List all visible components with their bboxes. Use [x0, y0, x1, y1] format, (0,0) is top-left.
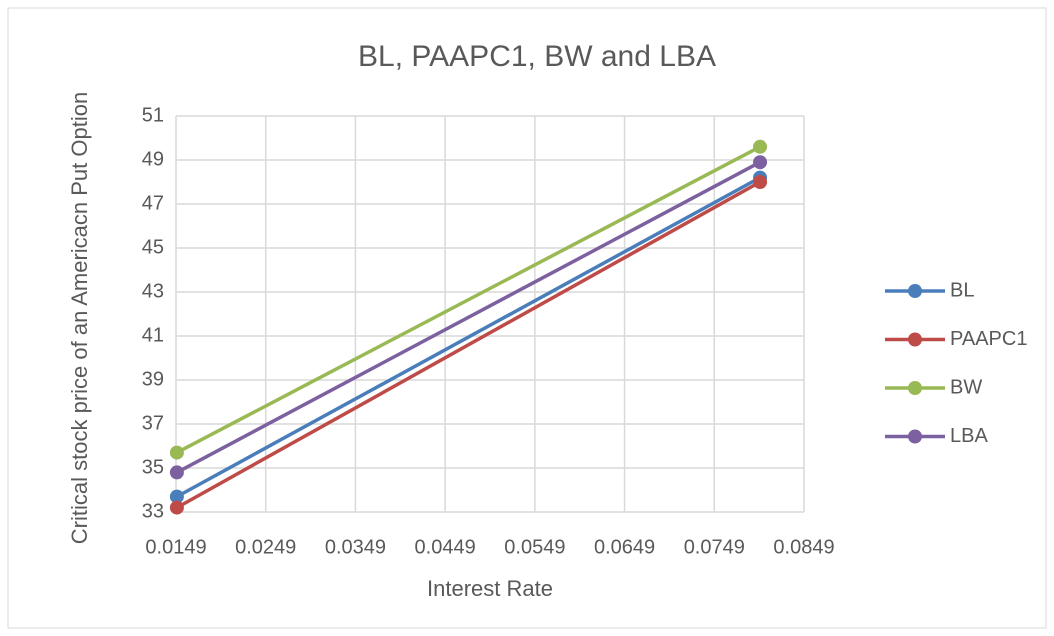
- point: [753, 175, 768, 189]
- y-tick-label: 41: [142, 324, 164, 346]
- y-axis-label: Critical stock price of an Americacn Put…: [67, 91, 92, 545]
- x-tick-label: 0.0449: [415, 536, 476, 558]
- series-line: [176, 176, 761, 499]
- y-tick-label: 35: [142, 456, 164, 478]
- y-tick-label: 47: [142, 192, 164, 214]
- y-tick-label: 33: [142, 500, 164, 522]
- x-tick-label: 0.0849: [773, 536, 834, 558]
- series-line: [176, 160, 761, 474]
- legend-label: BW: [950, 376, 982, 398]
- point: [169, 500, 184, 515]
- legend-marker: [908, 284, 922, 298]
- x-tick-label: 0.0649: [594, 536, 655, 558]
- y-tick-label: 51: [142, 104, 164, 126]
- x-tick-label: 0.0549: [504, 536, 565, 558]
- legend-marker: [908, 381, 922, 395]
- x-tick-label: 0.0149: [145, 536, 206, 558]
- y-tick-label: 39: [142, 368, 164, 390]
- legend-marker: [908, 429, 922, 444]
- point: [169, 445, 184, 460]
- y-tick-label: 43: [142, 280, 164, 302]
- point: [169, 465, 184, 480]
- point: [169, 489, 184, 504]
- legend-label: BL: [950, 279, 974, 301]
- chart-border: [7, 7, 1047, 629]
- x-tick-label: 0.0349: [325, 536, 386, 558]
- y-tick-label: 37: [142, 412, 164, 434]
- x-tick-label: 0.0749: [684, 536, 745, 558]
- y-tick-label: 49: [142, 148, 164, 170]
- y-tick-label: 45: [142, 236, 164, 258]
- series-line: [176, 180, 761, 510]
- point: [753, 139, 768, 154]
- legend-label: PAAPC1: [950, 328, 1027, 350]
- point: [753, 155, 768, 170]
- series-line: [176, 145, 761, 455]
- legend-marker: [908, 332, 922, 347]
- chart-title: BL, PAAPC1, BW and LBA: [358, 40, 716, 73]
- legend-label: LBA: [950, 425, 988, 447]
- x-tick-label: 0.0249: [235, 536, 296, 558]
- x-axis-label: Interest Rate: [427, 576, 553, 601]
